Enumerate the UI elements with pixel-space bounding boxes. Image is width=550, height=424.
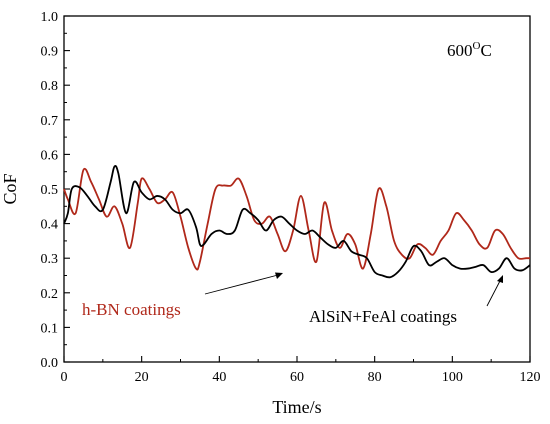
y-tick-label: 0.9	[41, 45, 59, 60]
axis-ticks	[63, 15, 531, 363]
y-tick-label: 0.0	[41, 356, 59, 371]
series-layer	[63, 164, 531, 279]
y-axis-title: CoF	[0, 173, 20, 204]
y-tick-label: 0.1	[41, 321, 59, 336]
y-tick-label: 0.5	[41, 183, 59, 198]
hbn-arrow-head	[275, 272, 283, 279]
y-tick-label: 0.4	[41, 218, 59, 233]
x-tick-label: 100	[442, 370, 463, 385]
x-tick-label: 80	[368, 370, 382, 385]
x-tick-label: 20	[135, 370, 149, 385]
hbn-arrow-line	[204, 274, 279, 295]
hbn-label: h-BN coatings	[82, 300, 181, 319]
x-tick-label: 40	[212, 370, 226, 385]
temperature-unit: C	[480, 41, 491, 60]
y-tick-label: 0.7	[41, 114, 59, 129]
series-line-alsin-feal	[63, 164, 531, 279]
temperature-annotation: 600OC	[447, 40, 492, 60]
x-tick-label: 120	[520, 370, 541, 385]
alsin-label: AlSiN+FeAl coatings	[309, 307, 457, 326]
series-line-hbn	[63, 167, 530, 271]
temperature-degree: O	[473, 40, 481, 52]
alsin-arrow-line	[486, 278, 502, 307]
y-tick-label: 1.0	[41, 10, 59, 25]
alsin-arrow-head	[497, 275, 503, 283]
y-tick-label: 0.8	[41, 79, 59, 94]
tick-labels: 0 20 40 60 80 100 120 0.0 0.1 0.2 0.3 0.4 0.5 0.6 0.7 0…	[41, 10, 541, 385]
y-tick-label: 0.2	[41, 287, 59, 302]
y-tick-label: 0.6	[41, 148, 59, 163]
y-tick-label: 0.3	[41, 252, 59, 267]
temperature-value: 600	[447, 41, 473, 60]
x-tick-label: 0	[61, 370, 68, 385]
x-tick-label: 60	[290, 370, 304, 385]
x-axis-title: Time/s	[272, 397, 321, 417]
